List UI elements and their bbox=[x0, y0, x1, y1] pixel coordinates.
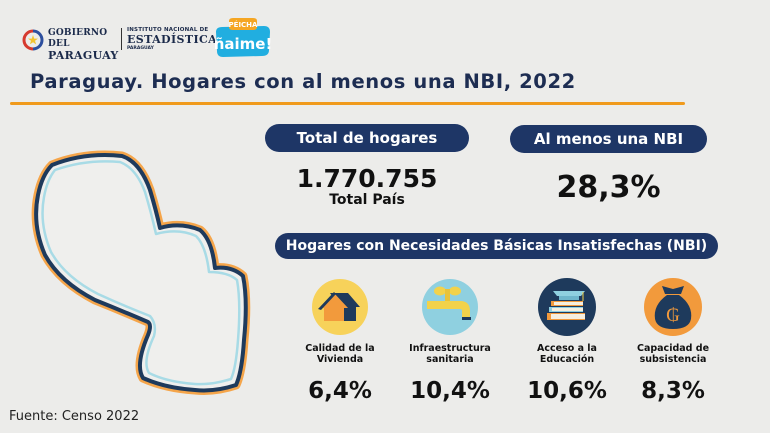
books-icon bbox=[538, 278, 596, 336]
total-hogares-value: 1.770.755 bbox=[296, 164, 438, 193]
campaign-big-text: ñaime! bbox=[214, 35, 273, 53]
indicator-label-line1: Capacidad de bbox=[636, 343, 710, 354]
indicator-value: 8,3% bbox=[641, 378, 705, 404]
title-underline bbox=[10, 102, 685, 105]
indicator-label: Acceso a la Educación bbox=[512, 343, 622, 365]
indicator-value: 10,6% bbox=[527, 378, 607, 404]
money-bag-icon: ₲ bbox=[644, 278, 702, 336]
indicator-label-line2: sanitaria bbox=[426, 354, 474, 365]
indicator-value: 10,4% bbox=[410, 378, 490, 404]
nbi-section-pill: Hogares con Necesidades Básicas Insatisf… bbox=[275, 233, 718, 259]
gobierno-line1: GOBIERNO DEL bbox=[48, 28, 108, 49]
peicha-naime-logo: PÉICHA ñaime! bbox=[212, 14, 274, 60]
total-pais-label: Total País bbox=[329, 192, 405, 208]
logo-divider bbox=[121, 28, 122, 50]
ine-line3: PARAGUAY bbox=[127, 46, 154, 51]
indicator-label-line1: Infraestructura bbox=[409, 343, 491, 354]
indicator-label: Infraestructura sanitaria bbox=[395, 343, 505, 365]
gobierno-paraguay-logo: GOBIERNO DEL PARAGUAY bbox=[22, 27, 118, 61]
indicator-value: 6,4% bbox=[308, 378, 372, 404]
indicator-label-line2: Vivienda bbox=[316, 354, 364, 365]
indicator-label-line2: subsistencia bbox=[639, 354, 707, 365]
national-emblem-icon bbox=[22, 29, 44, 51]
house-icon bbox=[312, 279, 368, 335]
campaign-small-text: PÉICHA bbox=[229, 20, 259, 29]
al-menos-una-nbi-value: 28,3% bbox=[556, 170, 661, 205]
total-hogares-pill: Total de hogares bbox=[265, 124, 469, 152]
gobierno-line2: PARAGUAY bbox=[48, 49, 119, 62]
paraguay-map-outline bbox=[31, 150, 251, 395]
indicator-label-line1: Acceso a la bbox=[537, 343, 597, 354]
indicator-label: Capacidad de subsistencia bbox=[618, 343, 728, 365]
indicator-label: Calidad de la Vivienda bbox=[285, 343, 395, 365]
faucet-icon bbox=[422, 279, 478, 335]
page-title: Paraguay. Hogares con al menos una NBI, … bbox=[30, 70, 576, 93]
ine-logo: INSTITUTO NACIONAL DE ESTADÍSTICA PARAGU… bbox=[127, 27, 217, 52]
al-menos-una-nbi-pill: Al menos una NBI bbox=[510, 125, 707, 153]
source-note: Fuente: Censo 2022 bbox=[9, 409, 140, 424]
guarani-symbol: ₲ bbox=[666, 304, 680, 326]
ine-line1: INSTITUTO NACIONAL DE bbox=[127, 27, 209, 33]
ine-line2: ESTADÍSTICA bbox=[127, 33, 218, 46]
indicator-label-line1: Calidad de la bbox=[305, 343, 375, 354]
indicator-label-line2: Educación bbox=[539, 354, 595, 365]
